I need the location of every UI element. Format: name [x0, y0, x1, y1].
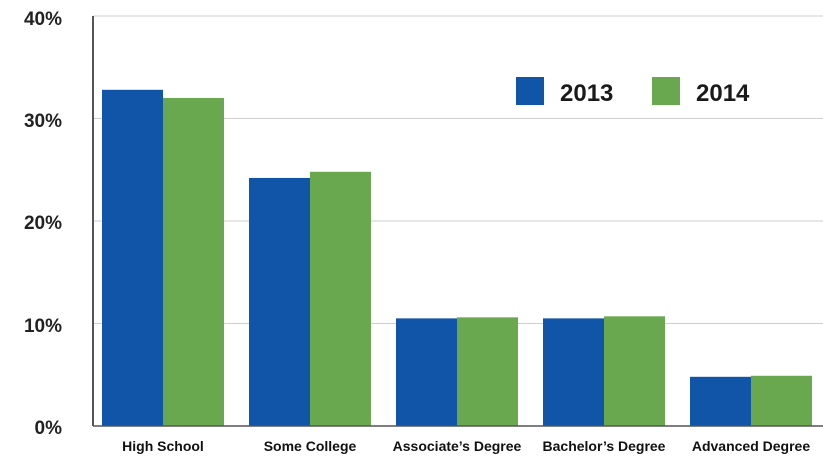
- y-tick-label: 30%: [24, 111, 62, 132]
- legend-swatch-2014: [652, 77, 680, 105]
- bars: [102, 89, 812, 427]
- y-tick-label: 0%: [35, 418, 63, 439]
- y-tick-label: 20%: [24, 213, 62, 234]
- x-tick-label: Associate’s Degree: [393, 438, 522, 454]
- x-axis-ticks: High School Some College Associate’s Deg…: [122, 438, 810, 454]
- bar-2013-2: [249, 177, 310, 426]
- x-tick-label: High School: [122, 438, 204, 454]
- y-axis-ticks: 0% 10% 20% 30% 40%: [24, 9, 62, 439]
- bar-2014-1: [163, 98, 224, 426]
- legend-label-2014: 2014: [696, 80, 750, 107]
- legend: 2013 2014: [516, 77, 750, 107]
- legend-label-2013: 2013: [560, 80, 613, 107]
- x-tick-label: Advanced Degree: [692, 438, 810, 454]
- bar-2013-1: [102, 89, 163, 427]
- legend-swatch-2013: [516, 77, 544, 105]
- x-tick-label: Bachelor’s Degree: [543, 438, 666, 454]
- bar-2013-3: [396, 318, 457, 426]
- bar-2014-3: [457, 317, 518, 426]
- y-tick-label: 40%: [24, 9, 62, 30]
- bar-2014-5: [751, 375, 812, 426]
- bar-2013-5: [690, 376, 751, 426]
- x-tick-label: Some College: [264, 438, 357, 454]
- bar-2013-4: [543, 318, 604, 426]
- bar-2014-2: [310, 171, 371, 426]
- y-tick-label: 10%: [24, 316, 62, 337]
- bar-2014-4: [604, 316, 665, 426]
